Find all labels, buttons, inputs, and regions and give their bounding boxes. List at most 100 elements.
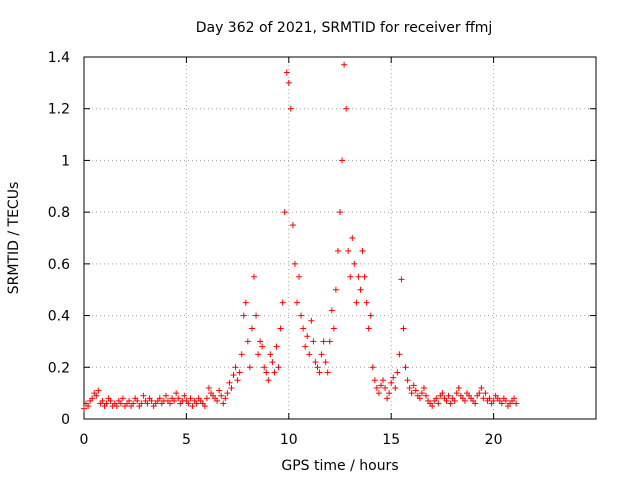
- data-point: [353, 299, 360, 306]
- data-point: [257, 338, 264, 345]
- data-point: [261, 364, 268, 371]
- data-point: [310, 338, 317, 345]
- data-point: [187, 395, 194, 402]
- data-point: [218, 392, 225, 399]
- data-point: [382, 384, 389, 391]
- data-point: [377, 382, 384, 389]
- data-point: [334, 247, 341, 254]
- data-point: [201, 403, 208, 410]
- y-tick-label: 0.4: [48, 309, 70, 325]
- data-point: [367, 312, 374, 319]
- data-point: [472, 400, 479, 407]
- data-point: [203, 395, 210, 402]
- data-point: [375, 390, 382, 397]
- data-point: [224, 390, 231, 397]
- data-point: [289, 222, 296, 229]
- data-point: [253, 312, 260, 319]
- data-point: [324, 369, 331, 376]
- data-point: [117, 400, 124, 407]
- data-point: [263, 369, 270, 376]
- data-point: [93, 392, 100, 399]
- data-point: [357, 286, 364, 293]
- x-tick-label: 5: [182, 432, 191, 448]
- data-point: [236, 369, 243, 376]
- data-point: [226, 379, 233, 386]
- data-point: [214, 397, 221, 404]
- data-point: [291, 260, 298, 267]
- data-point: [480, 395, 487, 402]
- data-point: [89, 395, 96, 402]
- data-point: [81, 405, 87, 412]
- data-point: [99, 397, 106, 404]
- data-point: [337, 209, 343, 216]
- data-point: [238, 351, 245, 358]
- data-point: [433, 395, 440, 402]
- data-point: [359, 247, 366, 254]
- y-axis-label: SRMTID / TECUs: [6, 182, 22, 295]
- data-point: [445, 392, 452, 399]
- data-point: [406, 384, 413, 391]
- data-point: [250, 273, 257, 280]
- data-point: [306, 351, 313, 358]
- data-point: [113, 403, 120, 410]
- data-point: [322, 359, 329, 366]
- data-point: [230, 372, 237, 379]
- y-tick-label: 0.6: [48, 257, 70, 273]
- data-point: [435, 400, 442, 407]
- data-point: [175, 395, 182, 402]
- y-tick-label: 1: [61, 153, 70, 169]
- data-point: [482, 390, 489, 397]
- data-point: [392, 384, 399, 391]
- data-point: [365, 325, 372, 332]
- data-point: [244, 338, 251, 345]
- data-point: [285, 79, 292, 86]
- data-point: [171, 397, 178, 404]
- data-point: [281, 209, 288, 216]
- data-point: [103, 400, 110, 407]
- x-tick-label: 10: [280, 432, 298, 448]
- data-point: [273, 343, 280, 350]
- data-point: [388, 379, 395, 386]
- data-point: [363, 299, 370, 306]
- data-point: [384, 395, 391, 402]
- data-point: [423, 392, 430, 399]
- x-axis-label: GPS time / hours: [281, 458, 398, 474]
- data-point: [320, 338, 327, 345]
- data-point: [134, 397, 141, 404]
- data-point: [228, 384, 235, 391]
- data-point: [490, 397, 497, 404]
- data-point: [371, 377, 378, 384]
- data-point: [373, 384, 380, 391]
- y-tick-label: 0.2: [48, 360, 70, 376]
- x-tick-label: 20: [485, 432, 503, 448]
- data-point: [189, 403, 196, 410]
- data-point: [220, 400, 227, 407]
- data-point: [341, 61, 348, 68]
- data-point: [339, 157, 346, 164]
- data-point: [418, 390, 425, 397]
- y-tick-label: 1.2: [48, 102, 70, 118]
- data-point: [287, 105, 294, 112]
- data-point: [205, 384, 212, 391]
- chart-title: Day 362 of 2021, SRMTID for receiver ffm…: [196, 20, 493, 36]
- data-point: [345, 247, 352, 254]
- data-point: [498, 400, 505, 407]
- data-point: [156, 395, 163, 402]
- data-point: [511, 395, 518, 402]
- data-point: [240, 312, 247, 319]
- data-point: [410, 382, 417, 389]
- data-point: [126, 397, 133, 404]
- data-point: [502, 397, 509, 404]
- data-point: [349, 235, 356, 241]
- data-point: [296, 273, 303, 280]
- y-tick-label: 0: [61, 412, 70, 428]
- data-point: [439, 390, 446, 397]
- grid-layer: [84, 57, 596, 419]
- data-point: [140, 392, 147, 399]
- data-point: [394, 369, 401, 376]
- data-point: [326, 338, 333, 345]
- data-point: [255, 351, 262, 358]
- data-point: [343, 105, 350, 112]
- data-point: [222, 395, 229, 402]
- data-point: [330, 325, 337, 332]
